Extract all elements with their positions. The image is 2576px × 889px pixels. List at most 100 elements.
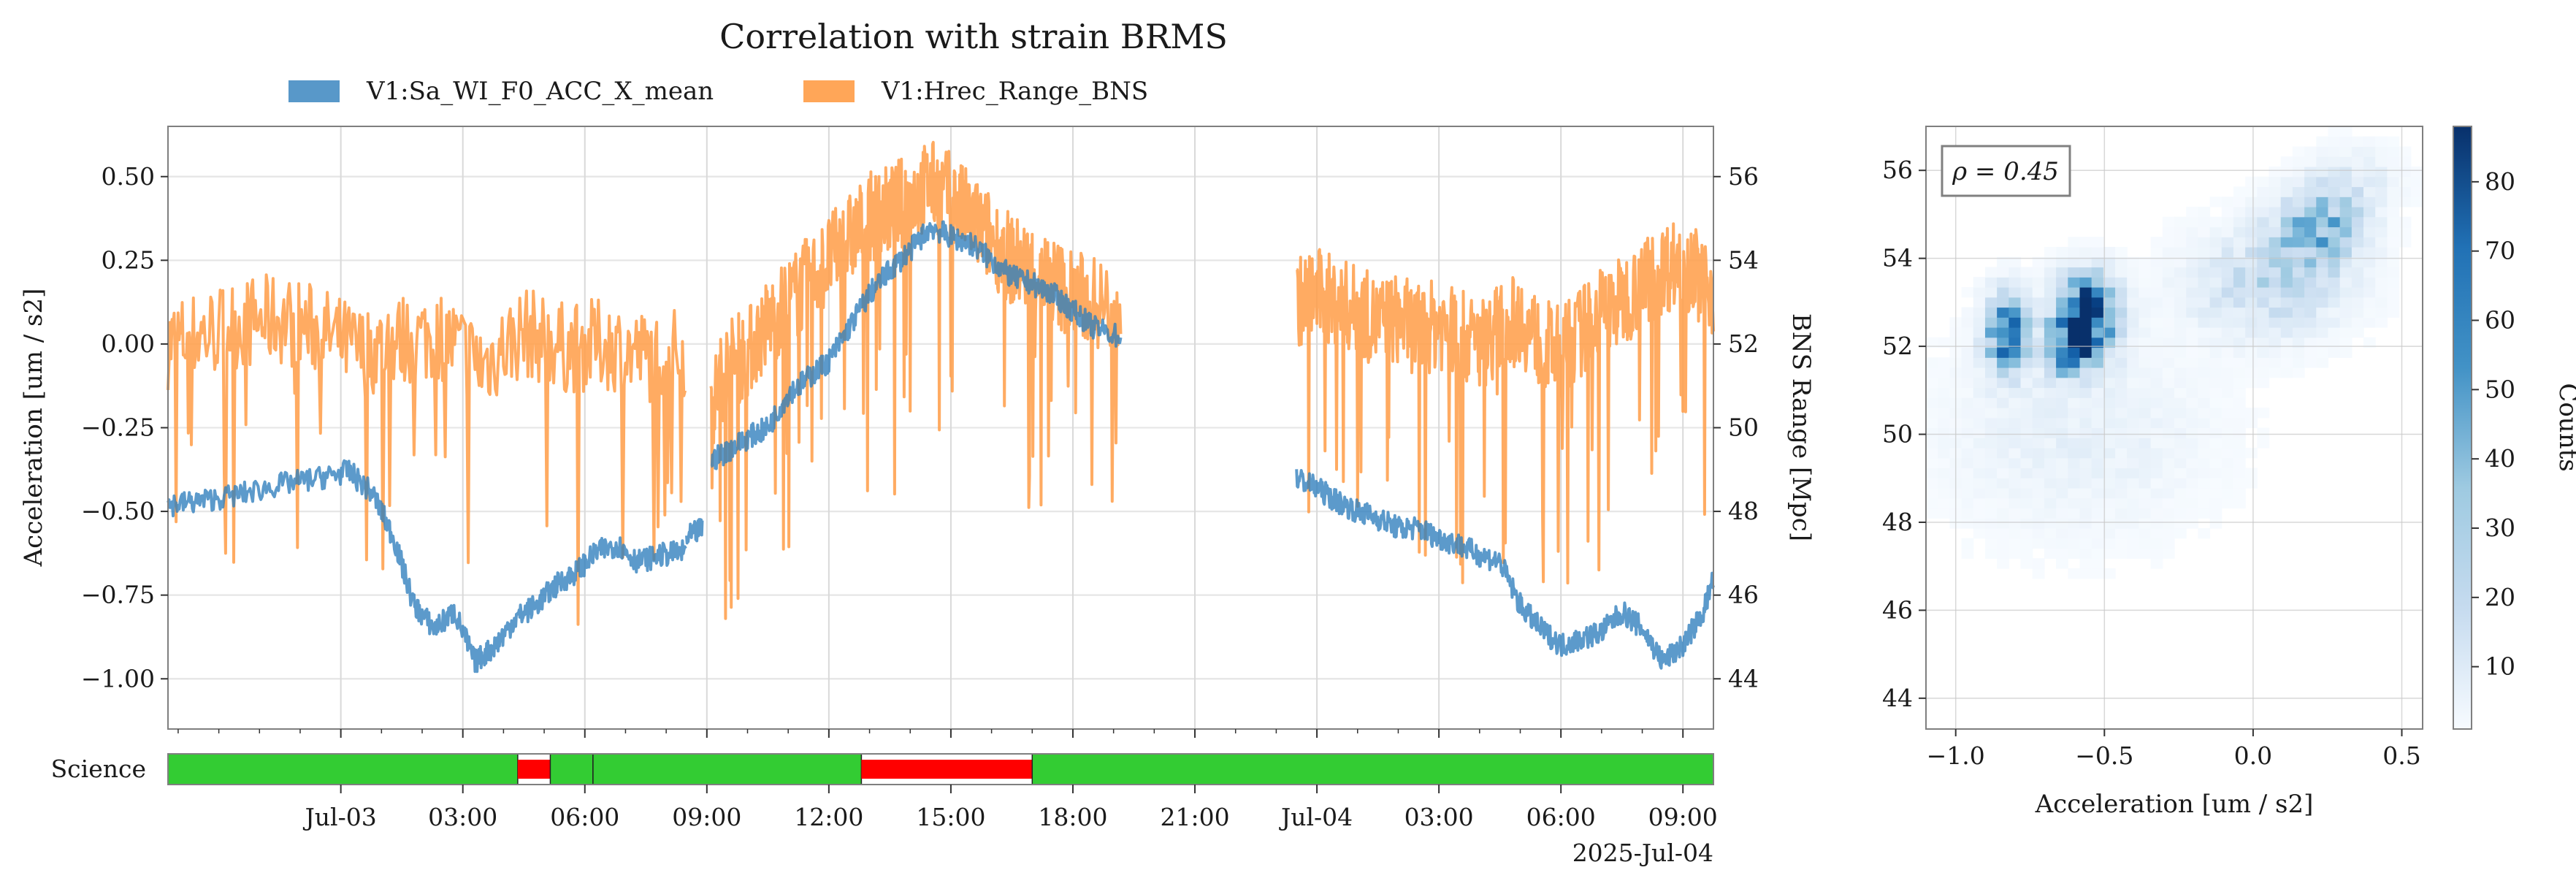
time-tick-label: 18:00 <box>1038 803 1107 831</box>
histogram-cell <box>2044 317 2057 328</box>
histogram-cell <box>2032 528 2045 539</box>
histogram-cell <box>1938 508 1950 519</box>
histogram-cell <box>2020 468 2033 478</box>
histogram-cell <box>2056 457 2068 469</box>
histogram-cell <box>2351 297 2364 308</box>
histogram-cell <box>2328 186 2341 197</box>
histogram-cell <box>2198 488 2211 499</box>
colorbar-tick-label: 50 <box>2485 375 2515 403</box>
histogram-cell <box>2363 136 2376 148</box>
histogram-cell <box>2316 237 2329 248</box>
histogram-cell <box>2079 457 2092 469</box>
histogram-cell <box>2339 207 2353 218</box>
histogram-cell <box>2068 367 2081 378</box>
histogram-cell <box>2162 538 2175 549</box>
histogram-y-tick-label: 52 <box>1882 332 1913 360</box>
histogram-cell <box>2091 377 2104 389</box>
histogram-cell <box>2044 408 2057 419</box>
histogram-cell <box>2292 287 2305 298</box>
histogram-cell <box>2115 528 2128 539</box>
histogram-cell <box>2198 307 2211 318</box>
histogram-cell <box>2068 297 2081 308</box>
histogram-cell <box>2280 357 2293 368</box>
histogram-cell <box>2316 176 2329 188</box>
colorbar-tick-label: 20 <box>2485 583 2515 611</box>
histogram-cell <box>2020 508 2033 519</box>
histogram-cell <box>2280 207 2293 218</box>
histogram-cell <box>2127 277 2140 288</box>
histogram-cell <box>2091 297 2104 308</box>
histogram-cell <box>1984 307 1998 318</box>
histogram-cell <box>2280 277 2293 288</box>
histogram-cell <box>2056 497 2068 509</box>
histogram-cell <box>2339 136 2353 148</box>
histogram-cell <box>2150 558 2163 569</box>
histogram-cell <box>2068 387 2081 398</box>
histogram-cell <box>2209 478 2223 489</box>
histogram-cell <box>2328 287 2341 298</box>
histogram-cell <box>2044 417 2057 429</box>
histogram-cell <box>2150 497 2163 509</box>
histogram-cell <box>2186 267 2198 278</box>
histogram-cell <box>1961 457 1974 469</box>
histogram-cell <box>2198 508 2211 519</box>
histogram-cell <box>1997 327 2009 338</box>
histogram-cell <box>1973 397 1986 408</box>
histogram-cell <box>2139 357 2152 368</box>
histogram-cell <box>2186 457 2198 469</box>
histogram-cell <box>2328 156 2341 167</box>
histogram-cell <box>2174 438 2187 449</box>
histogram-cell <box>2316 197 2329 207</box>
histogram-cell <box>1973 427 1986 438</box>
histogram-cell <box>2257 367 2270 378</box>
histogram-cell <box>1997 347 2009 358</box>
histogram-cell <box>2068 548 2081 559</box>
time-tick-label: 06:00 <box>550 803 619 831</box>
histogram-cell <box>2020 327 2033 338</box>
histogram-cell <box>2162 468 2175 478</box>
histogram-cell <box>2245 176 2258 188</box>
histogram-cell <box>1938 417 1950 429</box>
histogram-cell <box>2351 307 2364 318</box>
histogram-cell <box>2044 397 2057 408</box>
histogram-cell <box>2103 438 2116 449</box>
histogram-cell <box>2032 347 2045 358</box>
histogram-cell <box>2139 468 2152 478</box>
histogram-cell <box>2328 146 2341 157</box>
histogram-cell <box>2269 317 2282 328</box>
histogram-cell <box>2257 207 2270 218</box>
legend-swatch-acc <box>288 80 340 102</box>
histogram-cell <box>2115 267 2128 278</box>
histogram-cell <box>2056 327 2068 338</box>
histogram-cell <box>2304 287 2317 298</box>
histogram-cell <box>2269 337 2282 348</box>
histogram-cell <box>2221 297 2234 308</box>
science-label: Science <box>51 755 146 783</box>
colorbar-tick-label: 70 <box>2485 237 2515 265</box>
histogram-cell <box>2115 548 2128 559</box>
histogram-cell <box>2233 448 2246 459</box>
histogram-cell <box>2280 347 2293 358</box>
histogram-cell <box>2280 297 2293 308</box>
histogram-cell <box>2127 528 2140 539</box>
histogram-cell <box>2316 136 2329 148</box>
histogram-cell <box>2032 478 2045 489</box>
histogram-cell <box>1997 287 2009 298</box>
histogram-cell <box>2174 417 2187 429</box>
histogram-cell <box>2245 247 2258 258</box>
histogram-cell <box>2020 287 2033 298</box>
histogram-plot: −1.0 −0.5 0.0 0.5 56 54 52 50 48 46 44 Accelerati… <box>1882 126 2423 819</box>
histogram-cell <box>2316 156 2329 167</box>
histogram-cell <box>2162 497 2175 509</box>
histogram-cell <box>2032 497 2045 509</box>
histogram-cell <box>2174 226 2187 237</box>
histogram-cell <box>2363 186 2376 197</box>
histogram-cell <box>2257 176 2270 188</box>
histogram-cell <box>2292 167 2305 178</box>
histogram-cell <box>2020 427 2033 438</box>
histogram-cell <box>2257 438 2270 449</box>
histogram-cell <box>2209 327 2223 338</box>
histogram-cell <box>2079 538 2092 549</box>
histogram-cell <box>2316 307 2329 318</box>
histogram-cell <box>2257 317 2270 328</box>
